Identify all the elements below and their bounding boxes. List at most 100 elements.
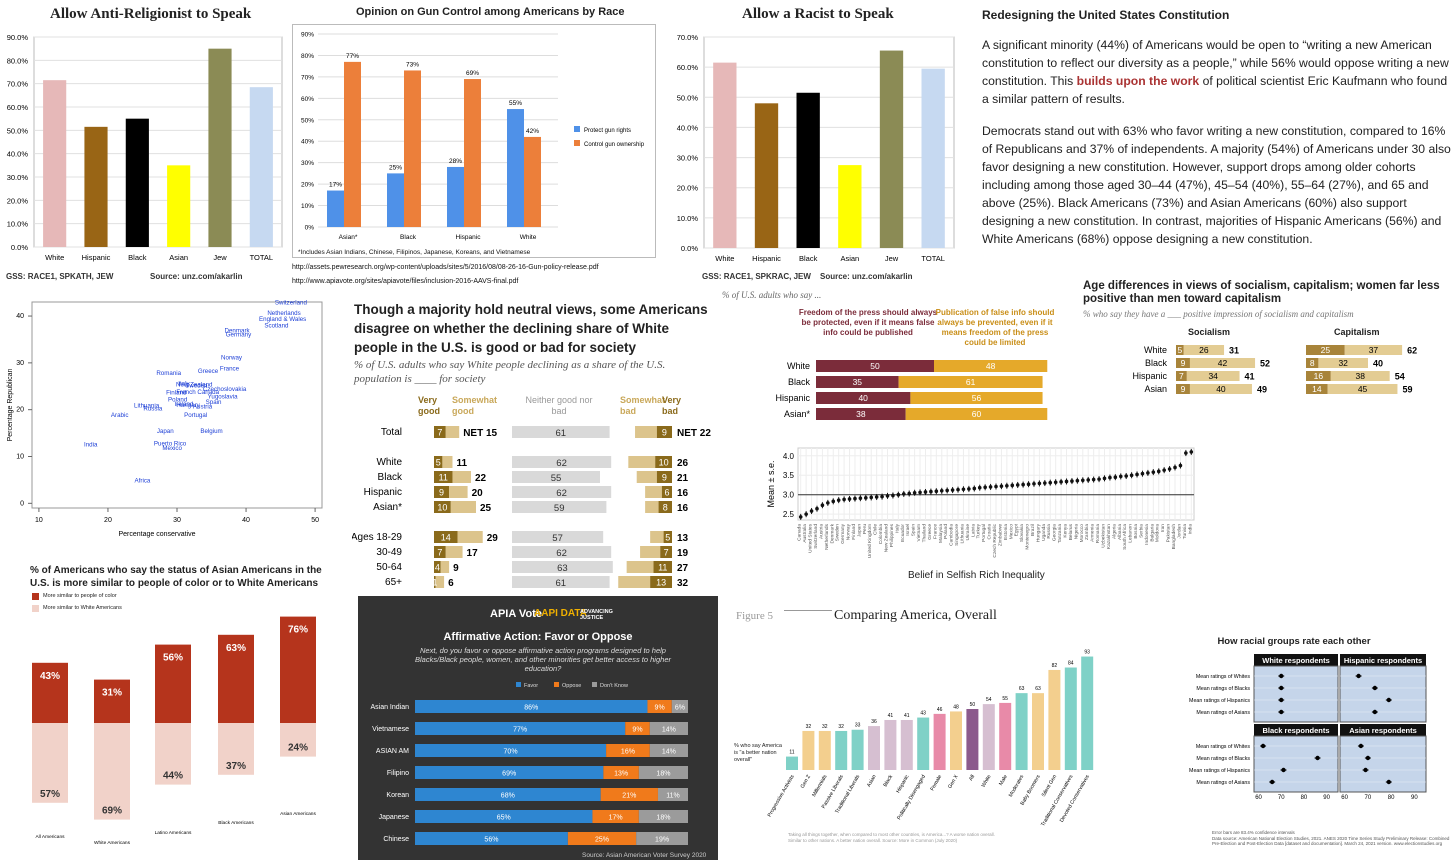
point-label: Norway — [221, 355, 243, 362]
data-label: 46 — [937, 707, 943, 713]
value-soc-very: 9 — [1181, 384, 1186, 394]
chart-title: Affirmative Action: Favor or Oppose — [443, 631, 633, 643]
x-tick-label: Bangladesh — [1171, 524, 1177, 550]
mean-point — [1372, 685, 1378, 691]
selfish-rich-chart: 2.5 3.0 3.5 4.0 Mean ± s.e. Canada Australia Un… — [760, 440, 1200, 588]
x-tick-label: Canada — [797, 524, 803, 541]
bar-neither — [512, 546, 612, 558]
mean-point — [1156, 469, 1161, 474]
legend-swatch — [574, 126, 580, 132]
y-tick-label: 20.0% — [7, 196, 29, 205]
gun-control-chart: Opinion on Gun Control among Americans b… — [292, 0, 664, 290]
category-label: Latino Americans — [155, 830, 192, 836]
bar-somewhat-good — [445, 426, 460, 438]
mean-point — [1146, 471, 1150, 475]
y-tick-label: 30 — [16, 360, 24, 367]
category-label: Asian Americans — [280, 811, 316, 817]
mean-point — [1167, 467, 1172, 471]
bar-very-bad — [655, 456, 672, 468]
row-label: Black — [788, 377, 811, 387]
y-tick-label: 50% — [301, 117, 314, 124]
x-tick-label: Zimbabwe — [997, 524, 1003, 546]
x-tick-label: 70 — [1365, 795, 1372, 801]
x-tick-label: Algeria — [1111, 524, 1117, 539]
y-tick-label: 70.0% — [7, 80, 29, 89]
x-tick-label: 80 — [1301, 795, 1308, 801]
y-tick-label: 30% — [301, 160, 314, 167]
bar — [387, 173, 404, 227]
point-label: Switzerland — [275, 299, 308, 306]
x-tick-label: Australia — [802, 524, 808, 543]
value-soc-some: 26 — [1199, 345, 1209, 355]
mean-point — [972, 486, 977, 491]
point-label: Africa — [135, 478, 151, 485]
anti-religionist-chart: Allow Anti-Religionist to Speak 0.0% 10.0… — [0, 0, 290, 290]
chart-note: Error bars are 83.4% confidence interval… — [1212, 830, 1450, 846]
legend-label-2: More similar to White Americans — [43, 605, 122, 611]
bar-somewhat-good — [452, 471, 471, 483]
x-tick-label: Jew — [885, 254, 899, 263]
bar-somewhat-good — [445, 546, 463, 558]
mean-point — [1140, 471, 1145, 476]
facet-title: Black respondents — [1262, 726, 1329, 735]
data-label: 25% — [389, 164, 402, 171]
point-label: Portugal — [184, 412, 207, 419]
source-link-2[interactable]: http://www.apiavote.org/sites/apiavote/f… — [292, 278, 519, 285]
bar — [447, 166, 464, 227]
point-label: Netherlands — [267, 310, 300, 317]
y-tick-label: 30.0% — [677, 154, 699, 163]
mean-point — [1184, 451, 1188, 455]
bar — [249, 87, 273, 248]
bar-cap-some — [1318, 358, 1368, 368]
legend-swatch — [554, 682, 559, 687]
x-tick-label: Lithuania — [959, 524, 965, 544]
bar-very-good — [434, 546, 446, 558]
row-label: Chinese — [383, 836, 409, 843]
mean-point — [1053, 480, 1058, 485]
bar — [917, 717, 930, 770]
y-tick-label: 0.0% — [681, 244, 698, 253]
value-very-bad: 13 — [656, 578, 666, 588]
point-label: Austria — [193, 403, 213, 410]
chart-title: Opinion on Gun Control among Americans b… — [356, 6, 625, 18]
value-protect: 35 — [853, 377, 863, 387]
bar-cap-some — [1330, 371, 1390, 381]
mean-point — [1315, 755, 1320, 761]
x-tick-label: Hungary — [1035, 523, 1041, 542]
source-link-1[interactable]: http://assets.pewresearch.org/wp-content… — [292, 264, 599, 271]
col-neither: Neither good nor bad — [525, 395, 593, 416]
mean-point — [1015, 483, 1020, 487]
value-net-good: 9 — [453, 563, 459, 574]
y-tick-label: 10 — [16, 454, 24, 461]
value-soc-total: 52 — [1260, 359, 1270, 369]
bar-very-bad — [653, 561, 672, 573]
x-tick-label: Indonesia — [1144, 524, 1150, 545]
bar — [464, 79, 481, 228]
x-tick-label: 10 — [35, 517, 43, 524]
builds-upon-link[interactable]: builds upon the work — [1076, 74, 1200, 88]
x-tick-label: Peru — [862, 524, 868, 534]
y-tick-label: 60% — [301, 96, 314, 103]
x-tick-label: All — [968, 774, 976, 782]
socialism-capitalism-chart: Age differences in views of socialism, c… — [1080, 280, 1456, 410]
row-label: Asian Indian — [370, 704, 409, 711]
x-tick-label: Czech Republic — [992, 523, 998, 557]
mean-point — [1070, 479, 1074, 483]
x-tick-label: France — [932, 524, 938, 539]
bar — [754, 103, 779, 248]
row-label: Vietnamese — [372, 726, 409, 733]
mean-point — [1365, 755, 1371, 761]
data-label: 55% — [509, 100, 522, 107]
value-net-good: NET 15 — [463, 428, 497, 439]
bar-segment — [415, 832, 568, 845]
x-tick-label: 50 — [311, 517, 319, 524]
segment-label: 21% — [622, 793, 636, 800]
value-very-bad: 5 — [665, 533, 670, 543]
row-label: Asian* — [373, 502, 402, 513]
x-tick-label: Belarus — [1068, 523, 1074, 540]
segment-label: 11% — [666, 793, 680, 800]
mean-point — [896, 492, 901, 497]
value-very-good: 4 — [435, 563, 440, 573]
bar-protect-press — [816, 360, 934, 372]
